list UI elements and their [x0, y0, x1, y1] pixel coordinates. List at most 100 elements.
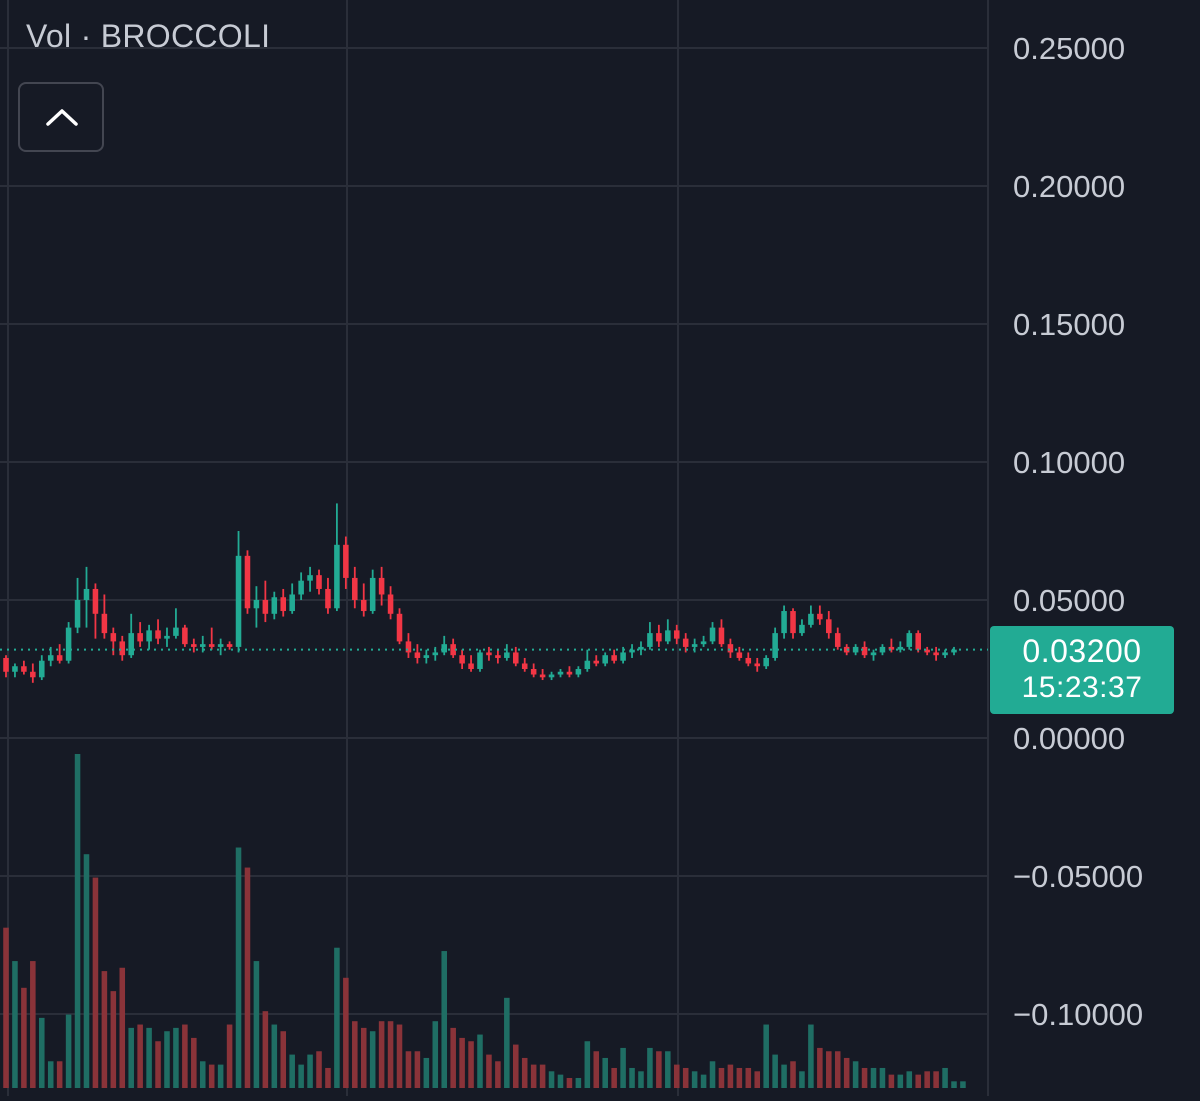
volume-bar — [754, 1071, 761, 1088]
candle-body — [244, 555, 251, 609]
volume-bar — [504, 997, 510, 1088]
y-tick-label: −0.10000 — [1013, 997, 1143, 1032]
volume-bar — [629, 1067, 635, 1088]
candle-body — [826, 619, 832, 634]
candle-body — [334, 544, 340, 609]
candle-body — [280, 597, 287, 612]
candle-body — [861, 646, 868, 656]
candle-body — [173, 627, 179, 636]
volume-bar — [307, 1054, 313, 1088]
volume-bar — [843, 1057, 850, 1088]
volume-bar — [960, 1081, 966, 1088]
volume-bar — [700, 1074, 707, 1088]
candle-body — [647, 633, 653, 647]
candle-body — [316, 575, 322, 589]
volume-bars — [3, 754, 966, 1088]
candle-body — [396, 613, 403, 642]
collapse-legend-button[interactable] — [18, 82, 104, 152]
volume-bar — [691, 1071, 698, 1088]
volume-bar — [513, 1044, 519, 1088]
volume-bar — [191, 1037, 197, 1088]
candle-body — [30, 671, 36, 678]
volume-bar — [834, 1051, 841, 1088]
candle-body — [343, 544, 349, 578]
volume-bar — [316, 1051, 322, 1088]
candle-body — [486, 652, 492, 656]
candle-body — [468, 663, 474, 669]
volume-bar — [852, 1061, 859, 1088]
volume-bar — [593, 1051, 600, 1088]
bar-countdown: 15:23:37 — [1021, 671, 1143, 704]
candle-body — [208, 644, 215, 647]
candle-body — [414, 652, 421, 658]
price-axis[interactable]: 0.25000 0.20000 0.15000 0.10000 0.05000 0.000… — [1013, 31, 1143, 1032]
candle-body — [781, 611, 787, 634]
volume-bar — [226, 1024, 233, 1088]
legend-title: Vol · BROCCOLI — [26, 18, 271, 54]
volume-bar — [915, 1074, 921, 1088]
volume-bar — [861, 1067, 868, 1088]
candle-body — [817, 613, 823, 620]
candle-body — [915, 633, 921, 650]
candle-body — [504, 652, 510, 658]
volume-bar — [74, 754, 81, 1088]
chevron-up-icon — [46, 109, 78, 126]
volume-bar — [334, 947, 340, 1088]
volume-bar — [30, 961, 36, 1088]
volume-bar — [539, 1064, 546, 1088]
volume-bar — [682, 1067, 689, 1088]
candle-body — [763, 657, 769, 667]
volume-bar — [781, 1064, 787, 1088]
volume-bar — [12, 961, 18, 1088]
candle-body — [182, 627, 188, 645]
y-tick-label: −0.05000 — [1013, 859, 1143, 894]
candle-body — [262, 600, 269, 614]
volume-bar — [423, 1057, 430, 1088]
candle-body — [521, 663, 528, 669]
candle-body — [146, 630, 152, 642]
candle-body — [799, 624, 805, 634]
volume-bar — [101, 971, 108, 1088]
volume-bar — [289, 1054, 295, 1088]
volume-bar — [253, 961, 260, 1088]
candle-body — [378, 577, 385, 595]
candle-body — [155, 630, 161, 639]
volume-bar — [647, 1047, 653, 1088]
candle-body — [101, 613, 108, 634]
candle-body — [593, 660, 600, 664]
candle-body — [843, 646, 850, 653]
candle-body — [718, 627, 725, 645]
volume-bar — [897, 1074, 904, 1088]
volume-bar — [369, 1031, 376, 1088]
candle-body — [39, 660, 45, 678]
candle-body — [191, 644, 197, 647]
volume-bar — [3, 927, 9, 1088]
volume-bar — [548, 1071, 555, 1088]
volume-bar — [530, 1064, 537, 1088]
volume-bar — [173, 1027, 179, 1088]
candle-body — [47, 655, 54, 661]
volume-bar — [39, 1017, 45, 1088]
candle-body — [691, 644, 698, 647]
volume-bar — [414, 1051, 421, 1088]
candle-body — [128, 633, 134, 656]
candle-body — [164, 635, 170, 639]
candle-body — [459, 655, 465, 664]
volume-bar — [879, 1067, 886, 1088]
volume-bar — [566, 1077, 573, 1088]
volume-bar — [638, 1071, 644, 1088]
y-tick-label: 0.25000 — [1013, 31, 1125, 66]
candle-body — [736, 652, 743, 658]
candle-body — [450, 644, 456, 656]
volume-bar — [83, 854, 90, 1088]
candle-body — [906, 633, 913, 647]
volume-bar — [235, 847, 242, 1088]
candle-body — [495, 655, 501, 658]
volume-bar — [271, 1024, 278, 1088]
volume-bar — [387, 1021, 394, 1088]
volume-bar — [164, 1031, 170, 1088]
candle-body — [834, 633, 841, 647]
candle-body — [199, 644, 206, 647]
